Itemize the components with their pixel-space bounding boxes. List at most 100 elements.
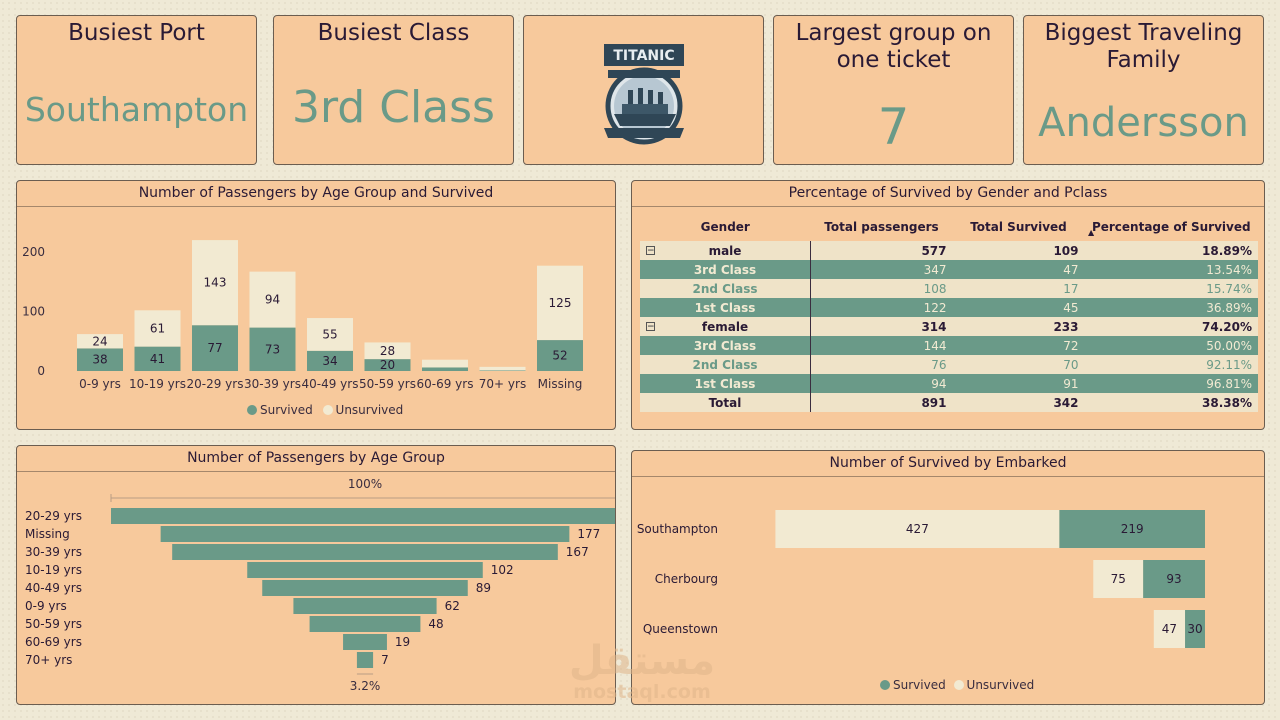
legend-dot-survived bbox=[247, 405, 257, 415]
funnel-value-label: 102 bbox=[491, 563, 514, 577]
funnel-category-label: 60-69 yrs bbox=[25, 635, 82, 649]
cell-survived: 109 bbox=[952, 241, 1085, 260]
table-row[interactable]: − male 577 109 18.89% bbox=[640, 241, 1258, 260]
bar-unsurvived bbox=[134, 310, 181, 347]
cell-gender: − female bbox=[640, 317, 811, 336]
kpi-title: Biggest Traveling Family bbox=[1044, 20, 1243, 73]
funnel-category-label: Missing bbox=[25, 527, 70, 541]
kpi-value: Andersson bbox=[1038, 100, 1249, 146]
funnel-category-label: 50-59 yrs bbox=[25, 617, 82, 631]
cell-gender: 1st Class bbox=[640, 374, 811, 393]
legend: Survived Unsurvived bbox=[880, 678, 1034, 692]
funnel-category-label: 30-39 yrs bbox=[25, 545, 82, 559]
age-group-funnel-panel: Number of Passengers by Age Group 100% 20… bbox=[16, 445, 616, 705]
table-row[interactable]: 2nd Class 76 70 92.11% bbox=[640, 355, 1258, 374]
table-row[interactable]: 3rd Class 347 47 13.54% bbox=[640, 260, 1258, 279]
cell-pct: 50.00% bbox=[1084, 336, 1258, 355]
kpi-card-busiest-class[interactable]: Busiest Class 3rd Class bbox=[273, 15, 514, 165]
bar-unsurvived bbox=[249, 271, 296, 328]
cell-total: 144 bbox=[810, 336, 953, 355]
kpi-card-largest-group[interactable]: Largest group on one ticket 7 bbox=[773, 15, 1014, 165]
cell-gender: 3rd Class bbox=[640, 336, 811, 355]
cell-survived: 17 bbox=[952, 279, 1085, 298]
data-label-unsurvived: 427 bbox=[906, 522, 929, 536]
funnel-top-label: 100% bbox=[348, 477, 382, 491]
data-label-unsurvived: 75 bbox=[1111, 572, 1126, 586]
bar-unsurvived bbox=[1153, 610, 1186, 648]
funnel-category-label: 20-29 yrs bbox=[25, 509, 82, 523]
cell-total: 314 bbox=[810, 317, 953, 336]
cell-gender: Total bbox=[640, 393, 811, 412]
data-label-unsurvived: 55 bbox=[322, 327, 337, 341]
bar-survived bbox=[479, 370, 526, 371]
funnel-bar bbox=[262, 580, 468, 596]
col-header-total-survived[interactable]: Total Survived bbox=[970, 220, 1067, 234]
funnel-bar bbox=[247, 562, 483, 578]
kpi-card-biggest-family[interactable]: Biggest Traveling Family Andersson bbox=[1023, 15, 1264, 165]
cell-pct: 15.74% bbox=[1084, 279, 1258, 298]
data-label-survived: 73 bbox=[265, 342, 280, 356]
collapse-icon[interactable]: − bbox=[646, 322, 655, 332]
cell-pct: 38.38% bbox=[1084, 393, 1258, 412]
cell-gender: 2nd Class bbox=[640, 355, 811, 374]
collapse-icon[interactable]: − bbox=[646, 246, 655, 256]
cell-survived: 91 bbox=[952, 374, 1085, 393]
x-tick-label: 10-19 yrs bbox=[129, 377, 186, 391]
data-label-survived: 34 bbox=[322, 354, 337, 368]
titanic-ship-logo-icon: TITANIC bbox=[604, 44, 684, 145]
cell-pct: 92.11% bbox=[1084, 355, 1258, 374]
embarked-panel: Number of Survived by Embarked 427 219 Sou… bbox=[631, 450, 1265, 705]
logo-card: TITANIC bbox=[523, 15, 764, 165]
data-label-unsurvived: 47 bbox=[1162, 622, 1177, 636]
funnel-value-label: 48 bbox=[428, 617, 443, 631]
bar-unsurvived bbox=[364, 342, 411, 360]
cell-survived: 45 bbox=[952, 298, 1085, 317]
bar-unsurvived bbox=[479, 366, 526, 371]
data-label-unsurvived: 94 bbox=[265, 293, 280, 307]
data-label-unsurvived: 24 bbox=[92, 334, 107, 348]
cell-survived: 72 bbox=[952, 336, 1085, 355]
table-row[interactable]: Total 891 342 38.38% bbox=[640, 393, 1258, 412]
cell-survived: 47 bbox=[952, 260, 1085, 279]
bar-survived bbox=[307, 350, 353, 371]
cell-survived: 342 bbox=[952, 393, 1085, 412]
funnel-bottom-label: 3.2% bbox=[350, 679, 381, 693]
table-row[interactable]: 3rd Class 144 72 50.00% bbox=[640, 336, 1258, 355]
bar-survived bbox=[192, 325, 238, 371]
funnel-value-label: 19 bbox=[395, 635, 410, 649]
data-label-unsurvived: 61 bbox=[150, 321, 165, 335]
bar-unsurvived bbox=[422, 359, 468, 368]
x-tick-label: Missing bbox=[538, 377, 583, 391]
legend-dot-unsurvived bbox=[953, 680, 964, 690]
legend-dot-unsurvived bbox=[322, 405, 333, 415]
data-label-unsurvived: 143 bbox=[204, 276, 227, 290]
funnel-value-label: 7 bbox=[381, 653, 389, 667]
age-survived-panel: Number of Passengers by Age Group and Su… bbox=[16, 180, 616, 430]
sort-desc-icon[interactable]: ▲ bbox=[1088, 228, 1095, 237]
col-header-percentage[interactable]: Percentage of Survived bbox=[1091, 220, 1251, 234]
table-row[interactable]: 1st Class 94 91 96.81% bbox=[640, 374, 1258, 393]
col-header-gender[interactable]: Gender bbox=[700, 220, 750, 234]
data-label-unsurvived: 125 bbox=[549, 296, 572, 310]
cell-survived: 70 bbox=[952, 355, 1085, 374]
table-row[interactable]: 1st Class 122 45 36.89% bbox=[640, 298, 1258, 317]
table-row[interactable]: − female 314 233 74.20% bbox=[640, 317, 1258, 336]
cell-total: 76 bbox=[810, 355, 953, 374]
panel-title: Number of Passengers by Age Group bbox=[17, 446, 615, 472]
y-category-label: Cherbourg bbox=[655, 572, 718, 586]
cell-pct: 36.89% bbox=[1084, 298, 1258, 317]
col-header-total-passengers[interactable]: Total passengers bbox=[824, 220, 939, 234]
bar-unsurvived bbox=[537, 265, 583, 341]
bar-survived bbox=[134, 346, 181, 371]
bar-unsurvived bbox=[307, 318, 353, 351]
embarked-chart: 427 219 Southampton 75 93 Cherbourg 47 30 Queens… bbox=[637, 510, 1205, 648]
table-row[interactable]: 2nd Class 108 17 15.74% bbox=[640, 279, 1258, 298]
data-label-survived: 20 bbox=[380, 358, 395, 372]
data-label-survived: 52 bbox=[552, 349, 567, 363]
cell-gender: 2nd Class bbox=[640, 279, 811, 298]
kpi-card-busiest-port[interactable]: Busiest Port Southampton bbox=[16, 15, 257, 165]
kpi-title: Busiest Class bbox=[317, 20, 470, 46]
table-header-row: Gender Total passengers Total Survived P… bbox=[640, 213, 1258, 241]
cell-survived: 233 bbox=[952, 317, 1085, 336]
data-label-survived: 219 bbox=[1121, 522, 1144, 536]
